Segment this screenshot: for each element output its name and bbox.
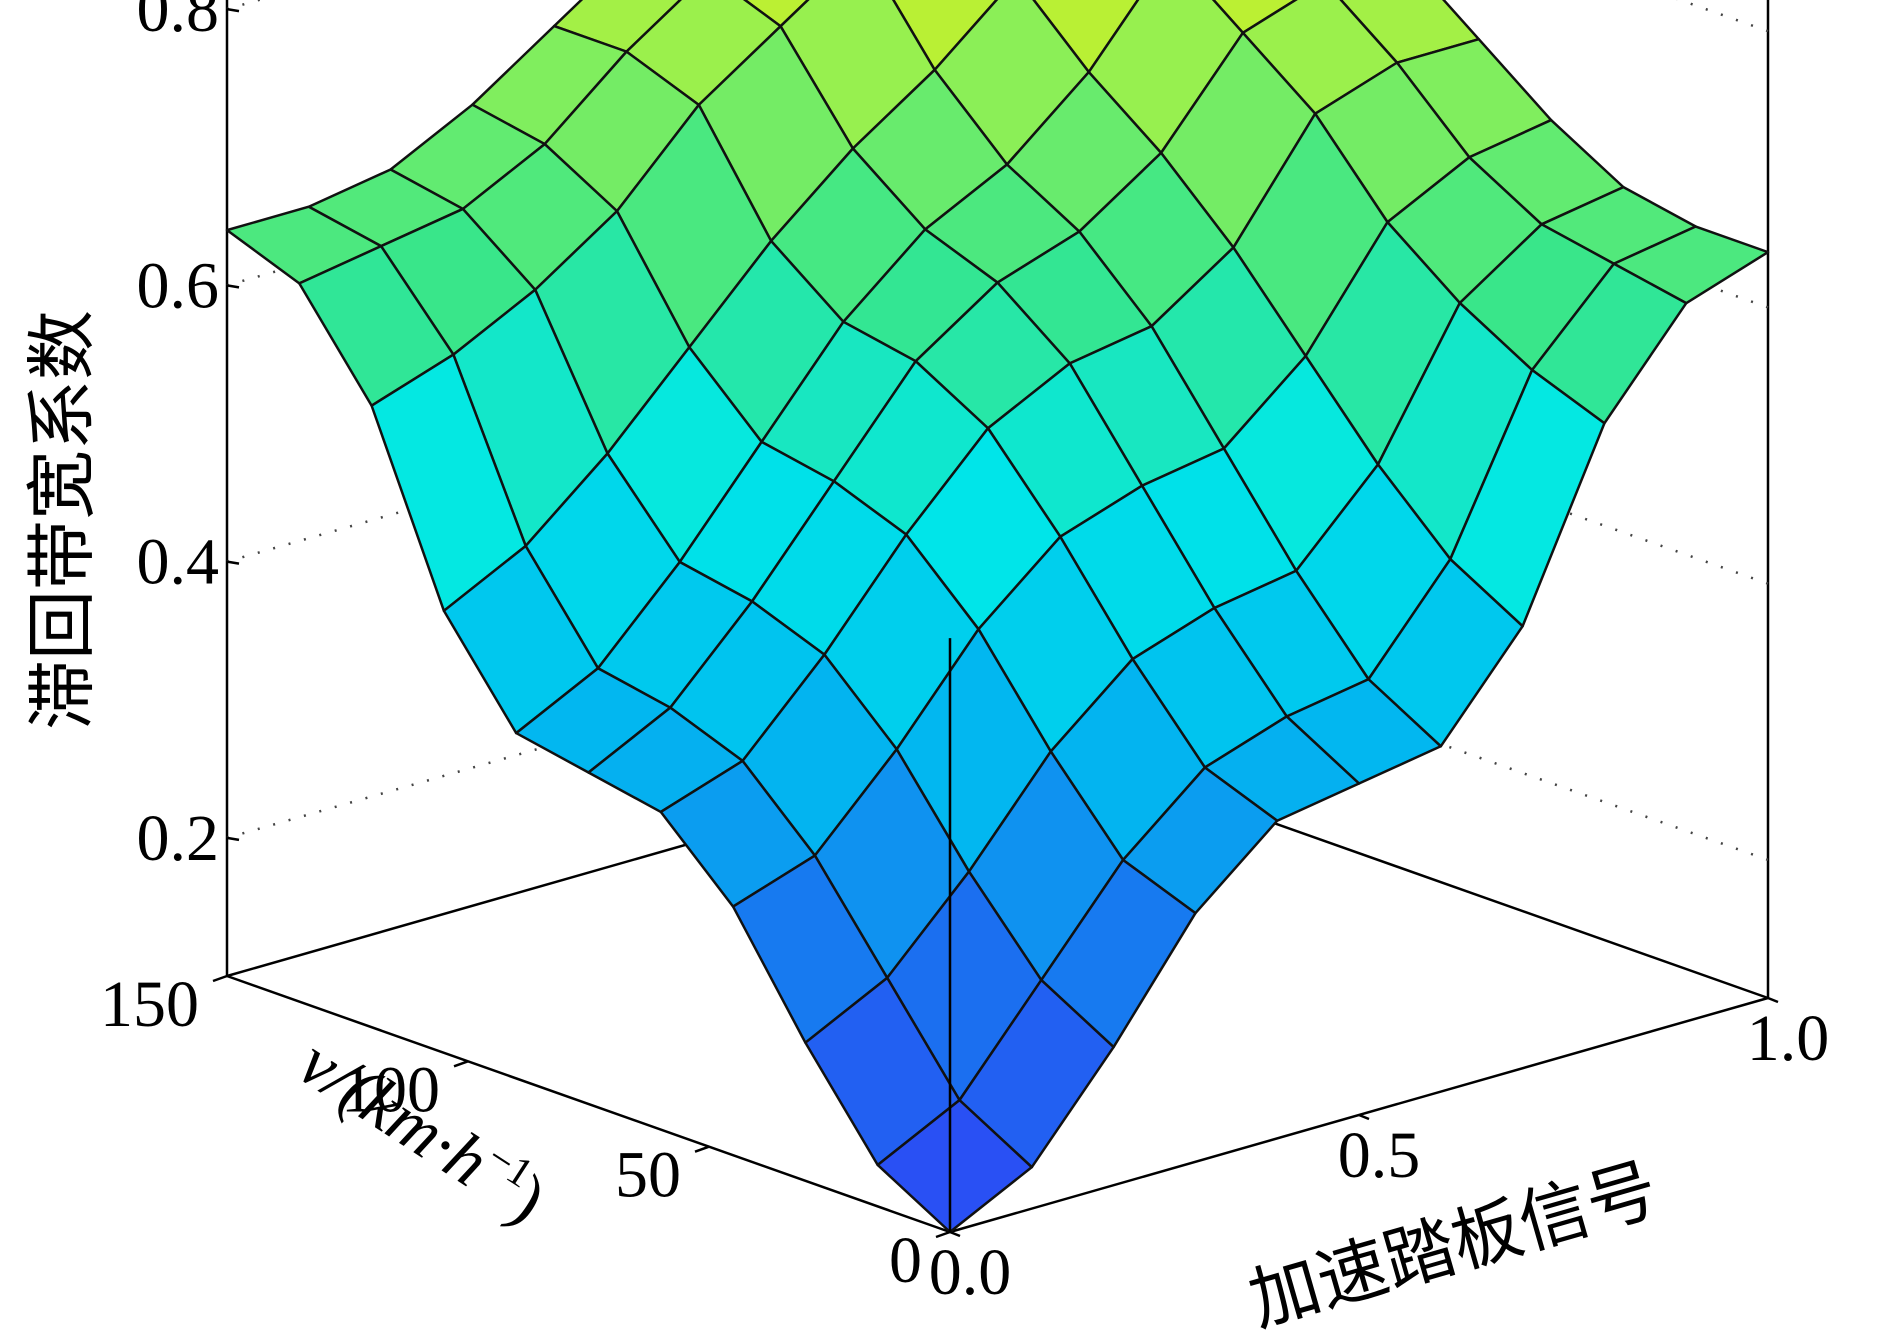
- surface-mesh: [225, 0, 1770, 1234]
- y-tick-mark: [694, 1145, 710, 1153]
- y-tick-mark: [453, 1060, 469, 1068]
- z-tick-label: 0.2: [137, 802, 220, 875]
- surface-cell: [742, 0, 810, 28]
- x-tick-mark: [949, 1230, 961, 1238]
- surface-cell: [876, 1098, 1034, 1234]
- x-tick-label: 0.5: [1338, 1119, 1421, 1192]
- y-tick-label: 50: [615, 1139, 681, 1212]
- y-tick-mark: [935, 1230, 951, 1239]
- z-tick-mark: [226, 7, 240, 13]
- surface-cell: [1211, 0, 1298, 35]
- tick-labels: 0.2 0.4 0.6 0.8 0 50 100 150 0.0 0.5 1.0: [100, 0, 1829, 1309]
- z-tick-label: 0.4: [137, 526, 220, 599]
- z-axis-title: 滞回带宽系数: [21, 310, 103, 730]
- y-tick-label: 100: [341, 1053, 440, 1126]
- z-tick-label: 0.8: [137, 0, 220, 46]
- box-edge: [226, 974, 951, 1234]
- z-tick-mark: [226, 836, 240, 842]
- x-axis-title: 加速踏板信号: [1240, 1148, 1666, 1337]
- x-tick-mark: [1767, 996, 1779, 1004]
- x-tick-label: 0.0: [929, 1236, 1012, 1309]
- y-tick-label: 0: [889, 1224, 922, 1297]
- x-tick-mark: [1358, 1113, 1370, 1121]
- z-tick-label: 0.6: [137, 249, 220, 322]
- z-tick-mark: [226, 560, 240, 565]
- y-tick-label: 150: [100, 968, 199, 1041]
- z-tick-mark: [226, 284, 240, 289]
- x-tick-label: 1.0: [1747, 1002, 1830, 1075]
- y-axis-title-main: v/(km·h: [286, 1024, 502, 1202]
- y-tick-mark: [212, 974, 228, 983]
